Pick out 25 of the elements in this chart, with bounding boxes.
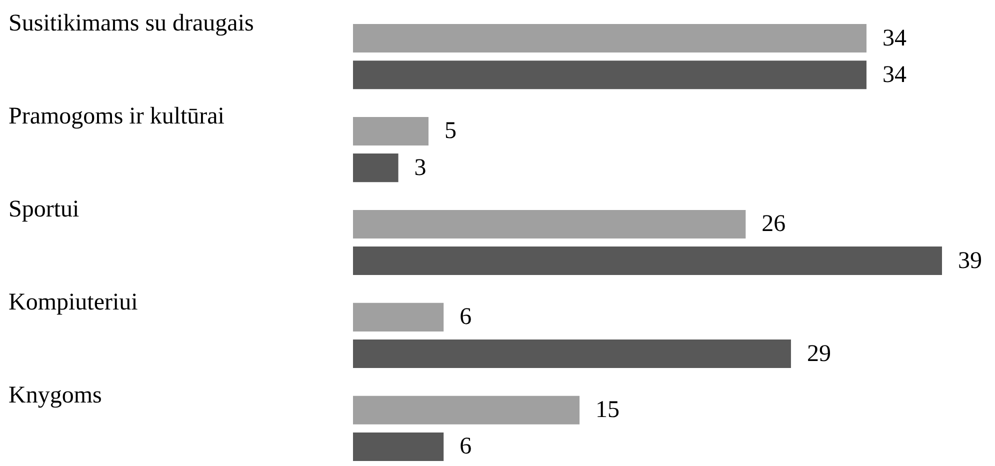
data-label: 6: [460, 434, 472, 460]
data-label: 26: [762, 211, 786, 238]
data-label: 3: [414, 154, 426, 181]
y-tick-label: Susitikimams su draugais: [8, 10, 254, 37]
bar: [353, 60, 866, 90]
bar: [353, 24, 866, 53]
bar: [353, 246, 942, 276]
bar: [353, 116, 429, 146]
data-label: 5: [444, 118, 457, 144]
bar: [353, 302, 444, 332]
y-tick-label: Sportui: [8, 196, 80, 222]
data-label: 39: [958, 248, 982, 274]
y-tick-label: Knygoms: [8, 382, 102, 408]
data-label: 34: [882, 62, 906, 88]
bar: [353, 210, 746, 238]
bar: [353, 396, 580, 424]
bar: [353, 340, 791, 368]
y-tick-label: Kompiuteriui: [8, 289, 138, 316]
bar: [353, 154, 398, 182]
data-label: 29: [806, 340, 831, 367]
data-label: 34: [882, 25, 906, 52]
bar: [353, 432, 444, 461]
data-label: 15: [596, 397, 620, 424]
data-label: 6: [460, 304, 472, 330]
y-tick-label: Pramogoms ir kultūrai: [8, 104, 225, 130]
